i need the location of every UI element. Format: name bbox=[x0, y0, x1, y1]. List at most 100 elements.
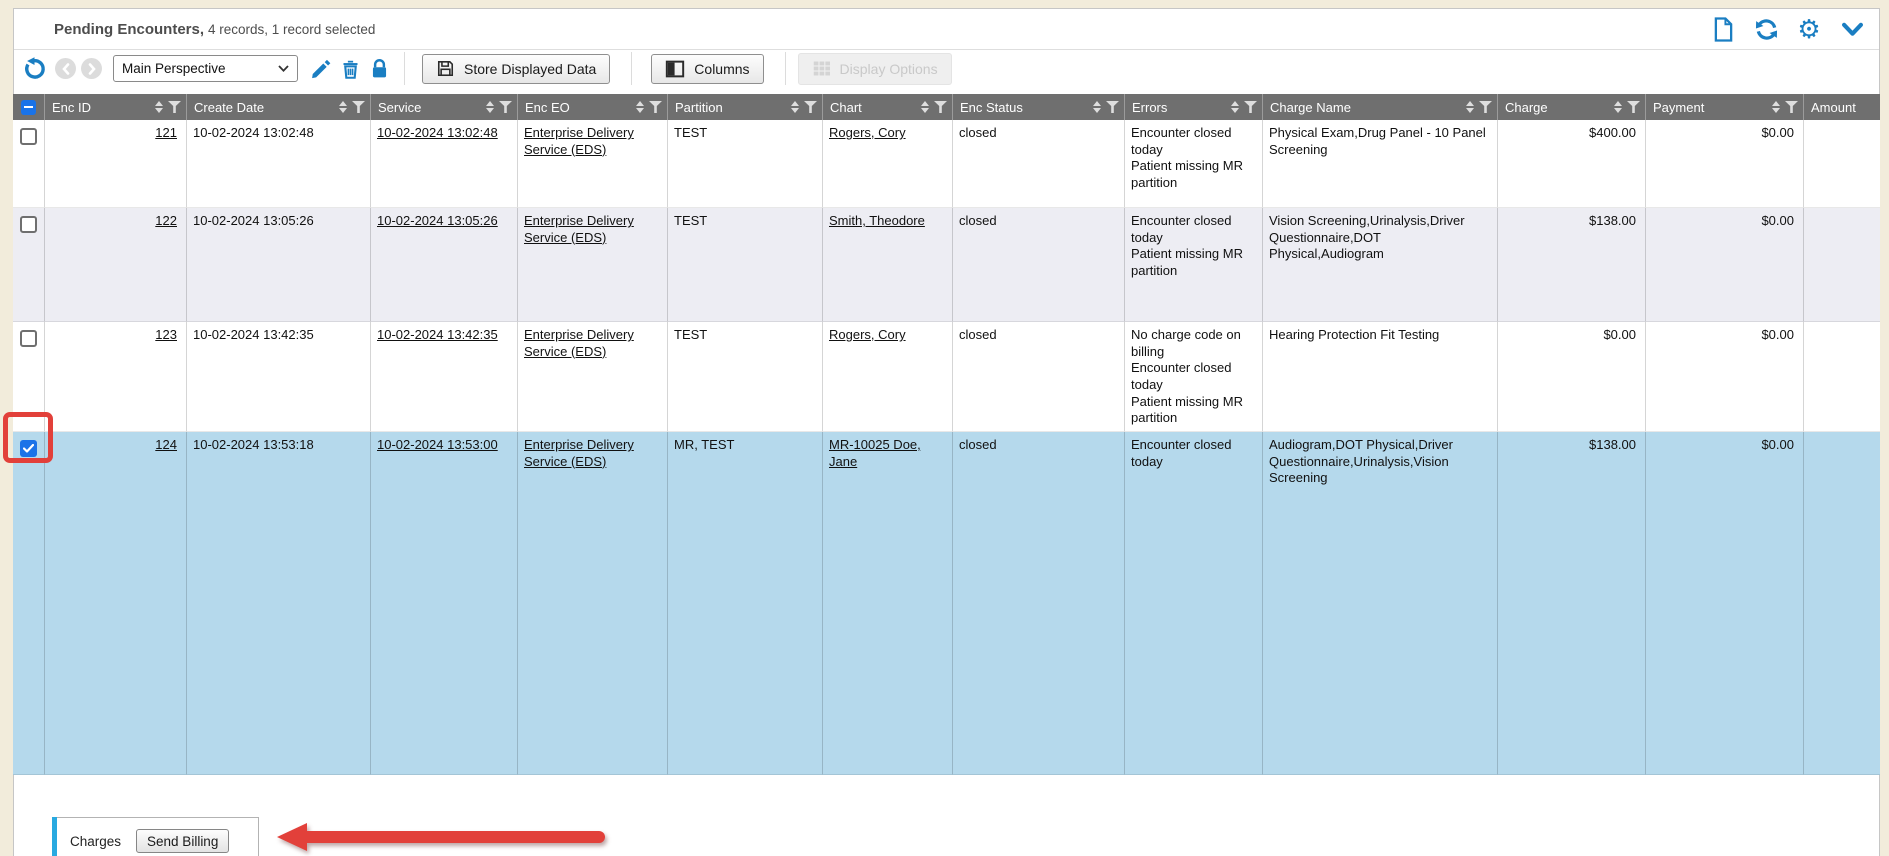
gear-icon[interactable]: ⚙ bbox=[1797, 14, 1821, 44]
enc-eo-link[interactable]: Enterprise Delivery Service (EDS) bbox=[524, 125, 634, 157]
cell-charge: $138.00 bbox=[1498, 432, 1646, 775]
sort-icon[interactable] bbox=[339, 101, 347, 113]
pencil-icon[interactable] bbox=[308, 56, 334, 82]
col-header-service[interactable]: Service bbox=[371, 94, 518, 120]
filter-funnel-icon[interactable] bbox=[1106, 101, 1119, 113]
filter-funnel-icon[interactable] bbox=[1627, 101, 1640, 113]
grid-icon bbox=[813, 61, 830, 76]
chart-link[interactable]: Rogers, Cory bbox=[829, 125, 906, 140]
cell-enc-id: 121 bbox=[45, 120, 187, 208]
col-header-chart[interactable]: Chart bbox=[823, 94, 953, 120]
cell-service: 10-02-2024 13:05:26 bbox=[371, 208, 518, 322]
filter-funnel-icon[interactable] bbox=[168, 101, 181, 113]
indeterminate-checkbox-icon bbox=[21, 99, 36, 115]
nav-forward-icon[interactable] bbox=[81, 58, 102, 79]
cell-create-date: 10-02-2024 13:53:18 bbox=[187, 432, 371, 775]
cell-amount bbox=[1804, 120, 1880, 208]
enc-eo-link[interactable]: Enterprise Delivery Service (EDS) bbox=[524, 327, 634, 359]
filter-funnel-icon[interactable] bbox=[804, 101, 817, 113]
sort-icon[interactable] bbox=[921, 101, 929, 113]
filter-funnel-icon[interactable] bbox=[1479, 101, 1492, 113]
sort-icon[interactable] bbox=[486, 101, 494, 113]
service-link[interactable]: 10-02-2024 13:42:35 bbox=[377, 327, 498, 342]
cell-charge: $138.00 bbox=[1498, 208, 1646, 322]
columns-button[interactable]: Columns bbox=[651, 53, 764, 84]
filter-funnel-icon[interactable] bbox=[352, 101, 365, 113]
row-select-checkbox-cell[interactable] bbox=[13, 120, 45, 208]
col-header-amount[interactable]: Amount bbox=[1804, 94, 1880, 120]
sort-icon[interactable] bbox=[791, 101, 799, 113]
filter-funnel-icon[interactable] bbox=[1244, 101, 1257, 113]
store-displayed-data-label: Store Displayed Data bbox=[464, 60, 597, 77]
row-select-checkbox-cell[interactable] bbox=[13, 432, 45, 775]
filter-funnel-icon[interactable] bbox=[934, 101, 947, 113]
col-header-charge[interactable]: Charge bbox=[1498, 94, 1646, 120]
col-label: Enc Status bbox=[960, 99, 1023, 115]
service-link[interactable]: 10-02-2024 13:02:48 bbox=[377, 125, 498, 140]
filter-funnel-icon[interactable] bbox=[1785, 101, 1798, 113]
filter-funnel-icon[interactable] bbox=[499, 101, 512, 113]
tab-charges[interactable]: Charges bbox=[70, 833, 122, 849]
checkbox-checked-icon bbox=[20, 440, 37, 457]
col-header-enc-status[interactable]: Enc Status bbox=[953, 94, 1125, 120]
chart-link[interactable]: Smith, Theodore bbox=[829, 213, 925, 228]
cell-enc-status: closed bbox=[953, 120, 1125, 208]
nav-back-icon[interactable] bbox=[55, 58, 76, 79]
new-document-icon[interactable] bbox=[1710, 16, 1736, 42]
annotation-arrow-head bbox=[277, 823, 307, 851]
toolbar-separator bbox=[404, 52, 405, 85]
col-header-create-date[interactable]: Create Date bbox=[187, 94, 371, 120]
enc-id-link[interactable]: 122 bbox=[155, 213, 177, 228]
enc-eo-link[interactable]: Enterprise Delivery Service (EDS) bbox=[524, 213, 634, 245]
select-chevron-icon bbox=[278, 65, 289, 72]
checkbox-unchecked-icon bbox=[20, 330, 37, 347]
cell-chart: Rogers, Cory bbox=[823, 120, 953, 208]
col-header-enc-eo[interactable]: Enc EO bbox=[518, 94, 668, 120]
sort-icon[interactable] bbox=[1093, 101, 1101, 113]
cell-create-date: 10-02-2024 13:05:26 bbox=[187, 208, 371, 322]
enc-id-link[interactable]: 123 bbox=[155, 327, 177, 342]
sort-icon[interactable] bbox=[1466, 101, 1474, 113]
refresh-icon[interactable] bbox=[1753, 16, 1779, 42]
col-header-payment[interactable]: Payment bbox=[1646, 94, 1804, 120]
perspective-value: Main Perspective bbox=[122, 61, 226, 76]
charges-tab-panel: Charges Send Billing bbox=[52, 817, 259, 856]
send-billing-button[interactable]: Send Billing bbox=[136, 829, 230, 853]
enc-eo-link[interactable]: Enterprise Delivery Service (EDS) bbox=[524, 437, 634, 469]
chevron-down-icon[interactable] bbox=[1839, 16, 1865, 42]
chart-link[interactable]: Rogers, Cory bbox=[829, 327, 906, 342]
cell-payment: $0.00 bbox=[1646, 432, 1804, 775]
sort-icon[interactable] bbox=[1772, 101, 1780, 113]
sort-icon[interactable] bbox=[636, 101, 644, 113]
col-header-charge-name[interactable]: Charge Name bbox=[1263, 94, 1498, 120]
trash-icon[interactable] bbox=[337, 56, 363, 82]
cell-enc-eo: Enterprise Delivery Service (EDS) bbox=[518, 432, 668, 775]
cell-amount bbox=[1804, 432, 1880, 775]
enc-id-link[interactable]: 121 bbox=[155, 125, 177, 140]
chart-link[interactable]: MR-10025 Doe, Jane bbox=[829, 437, 921, 469]
cell-create-date: 10-02-2024 13:42:35 bbox=[187, 322, 371, 432]
cell-partition: TEST bbox=[668, 208, 823, 322]
enc-id-link[interactable]: 124 bbox=[155, 437, 177, 452]
col-label: Enc EO bbox=[525, 99, 570, 115]
toolbar-separator bbox=[784, 52, 786, 85]
perspective-select[interactable]: Main Perspective bbox=[113, 55, 298, 82]
lock-icon[interactable] bbox=[366, 56, 392, 82]
col-header-errors[interactable]: Errors bbox=[1125, 94, 1263, 120]
sort-icon[interactable] bbox=[155, 101, 163, 113]
col-header-partition[interactable]: Partition bbox=[668, 94, 823, 120]
undo-icon[interactable] bbox=[20, 56, 46, 82]
filter-funnel-icon[interactable] bbox=[649, 101, 662, 113]
sort-icon[interactable] bbox=[1614, 101, 1622, 113]
cell-charge-name: Vision Screening,Urinalysis,Driver Quest… bbox=[1263, 208, 1498, 322]
checkbox-unchecked-icon bbox=[20, 128, 37, 145]
cell-chart: Smith, Theodore bbox=[823, 208, 953, 322]
sort-icon[interactable] bbox=[1231, 101, 1239, 113]
encounters-table: Enc ID Create Date Service Enc EO Partit… bbox=[13, 94, 1880, 775]
select-all-checkbox[interactable] bbox=[13, 94, 45, 120]
service-link[interactable]: 10-02-2024 13:53:00 bbox=[377, 437, 498, 452]
row-select-checkbox-cell[interactable] bbox=[13, 208, 45, 322]
col-header-enc-id[interactable]: Enc ID bbox=[45, 94, 187, 120]
store-displayed-data-button[interactable]: Store Displayed Data bbox=[422, 53, 611, 84]
service-link[interactable]: 10-02-2024 13:05:26 bbox=[377, 213, 498, 228]
